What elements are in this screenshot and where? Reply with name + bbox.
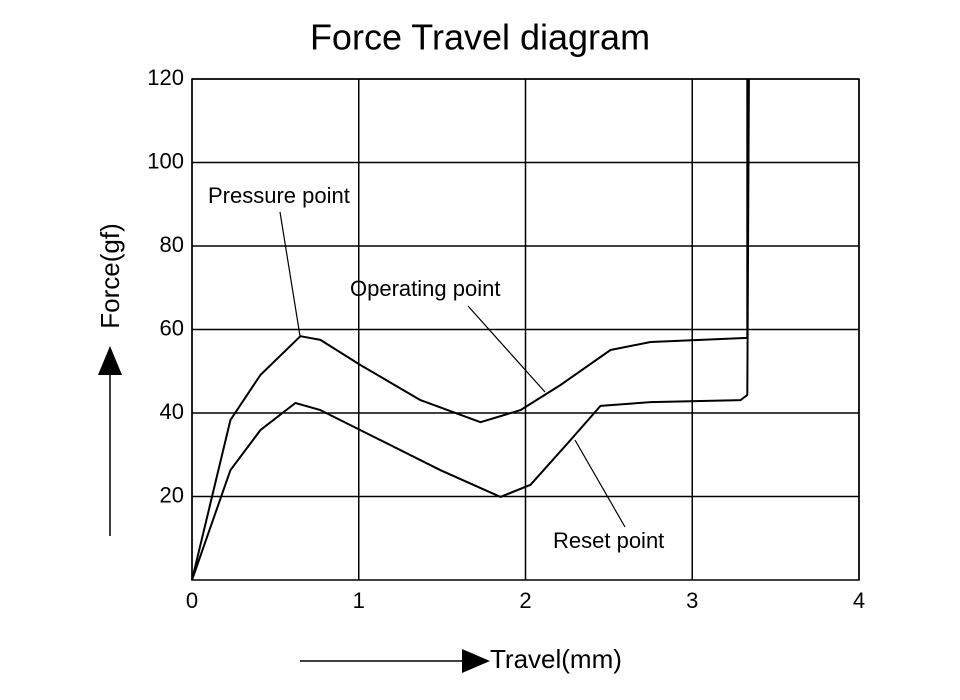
x-tick-label: 1 [353, 588, 365, 613]
x-tick-label: 3 [686, 588, 698, 613]
y-tick-label: 20 [160, 482, 184, 507]
y-axis-label: Force(gf) [95, 223, 125, 328]
x-axis-label: Travel(mm) [490, 644, 622, 674]
y-tick-label: 40 [160, 399, 184, 424]
annotation: Operating point [350, 276, 500, 301]
annotation-leader [467, 305, 546, 393]
y-tick-label: 80 [160, 232, 184, 257]
chart-title: Force Travel diagram [310, 17, 650, 58]
annotation-leader [279, 211, 301, 337]
annotation: Pressure point [208, 183, 350, 208]
x-tick-label: 0 [186, 588, 198, 613]
annotation-leader [574, 439, 626, 528]
force-curve [191, 78, 750, 581]
x-tick-label: 4 [853, 588, 865, 613]
force-curve [191, 79, 749, 581]
x-tick-label: 2 [519, 588, 531, 613]
y-arrow-head [98, 346, 122, 375]
x-arrow-head [462, 649, 490, 673]
y-tick-label: 60 [160, 315, 184, 340]
y-tick-label: 100 [147, 148, 184, 173]
y-tick-label: 120 [147, 65, 184, 90]
annotation: Reset point [553, 528, 664, 553]
